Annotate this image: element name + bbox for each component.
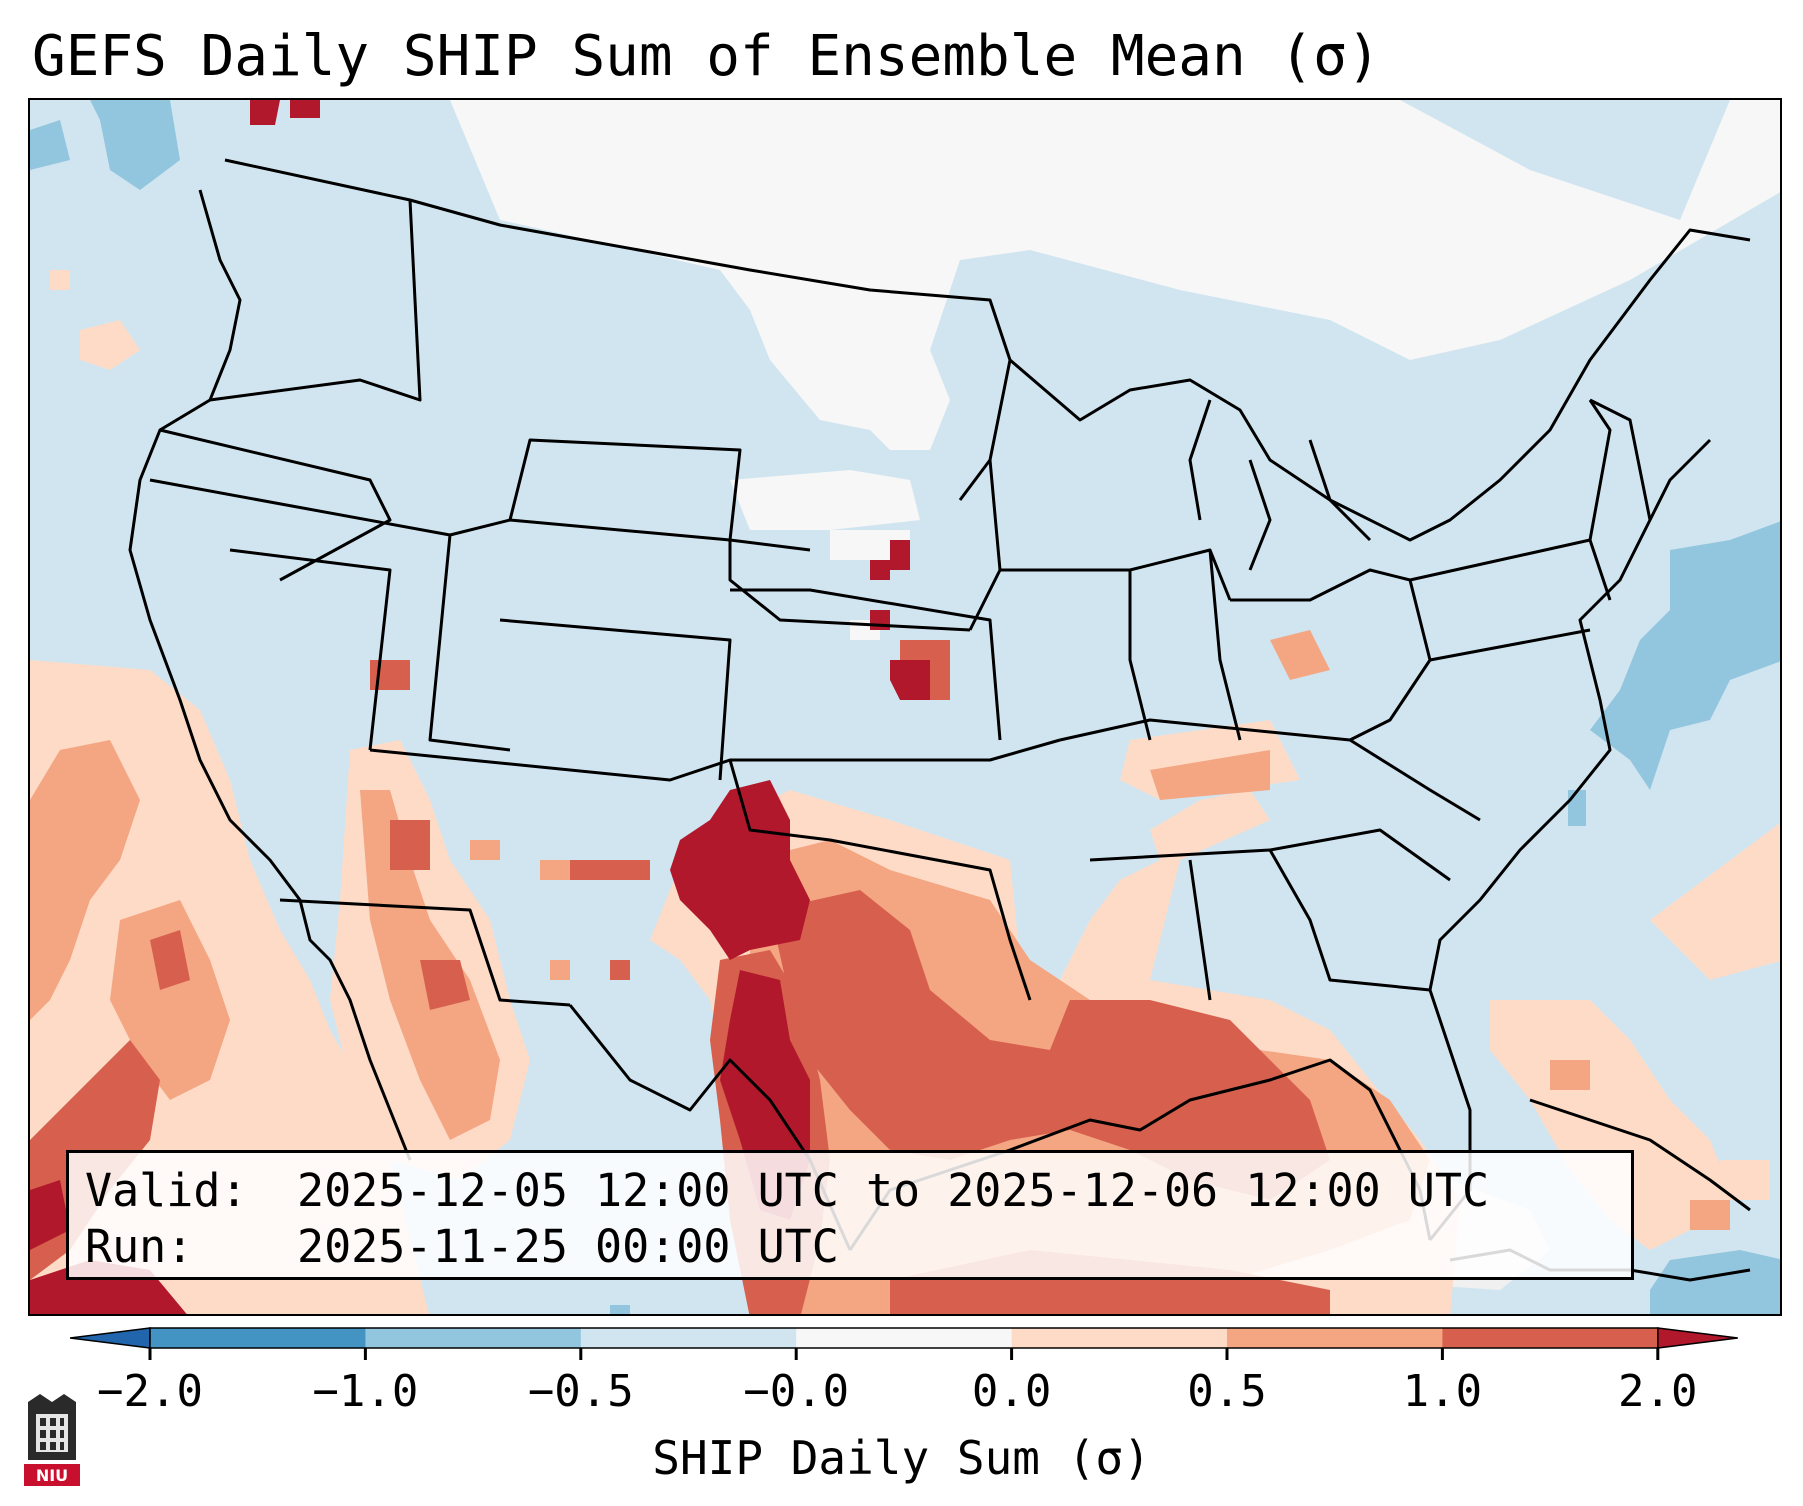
run-row: Run: 2025-11-25 00:00 UTC: [85, 1219, 1615, 1275]
colorbar-tick-label: 0.0: [971, 1366, 1052, 1417]
colorbar-tick-label: −1.0: [312, 1366, 419, 1417]
valid-key: Valid:: [85, 1164, 248, 1217]
niu-logo-icon: NIU: [24, 1394, 80, 1486]
colorbar-extend-high: [1657, 1327, 1738, 1349]
colorbar-extend-low: [70, 1327, 151, 1349]
colorbar-tick-label: −2.0: [97, 1366, 203, 1417]
colorbar-tick-label: 2.0: [1618, 1366, 1698, 1417]
colorbar-tick-label: 0.5: [1187, 1366, 1267, 1417]
colorbar: [70, 1327, 1738, 1360]
colorbar-tick-label: −0.5: [527, 1366, 634, 1417]
colorbar-bin: [1011, 1328, 1228, 1348]
colorbar-outline: [149, 1327, 1659, 1349]
valid-value: 2025-12-05 12:00 UTC to 2025-12-06 12:00…: [297, 1164, 1490, 1217]
colorbar-bin: [150, 1328, 366, 1348]
valid-run-info-box: Valid: 2025-12-05 12:00 UTC to 2025-12-06…: [66, 1150, 1634, 1280]
colorbar-bin: [796, 1328, 1013, 1348]
ship-map: [30, 100, 1780, 1314]
boundaries: [128, 158, 1751, 1282]
valid-row: Valid: 2025-12-05 12:00 UTC to 2025-12-06…: [85, 1163, 1615, 1219]
colorbar-bin: [365, 1328, 582, 1348]
colorbar-bin: [580, 1328, 797, 1348]
colorbar-tick-label: −0.0: [743, 1366, 850, 1417]
map-panel: [28, 98, 1782, 1316]
negative-patches: [30, 100, 1780, 1314]
colorbar-bin: [1442, 1328, 1659, 1348]
run-key: Run:: [85, 1220, 194, 1273]
logo-text: NIU: [36, 1466, 68, 1485]
colorbar-bin: [1227, 1328, 1443, 1348]
colorbar-label: SHIP Daily Sum (σ): [652, 1431, 1151, 1485]
map-title: GEFS Daily SHIP Sum of Ensemble Mean (σ): [32, 24, 1381, 89]
colorbar-tick-label: 1.0: [1402, 1366, 1483, 1417]
run-value: 2025-11-25 00:00 UTC: [297, 1220, 839, 1273]
